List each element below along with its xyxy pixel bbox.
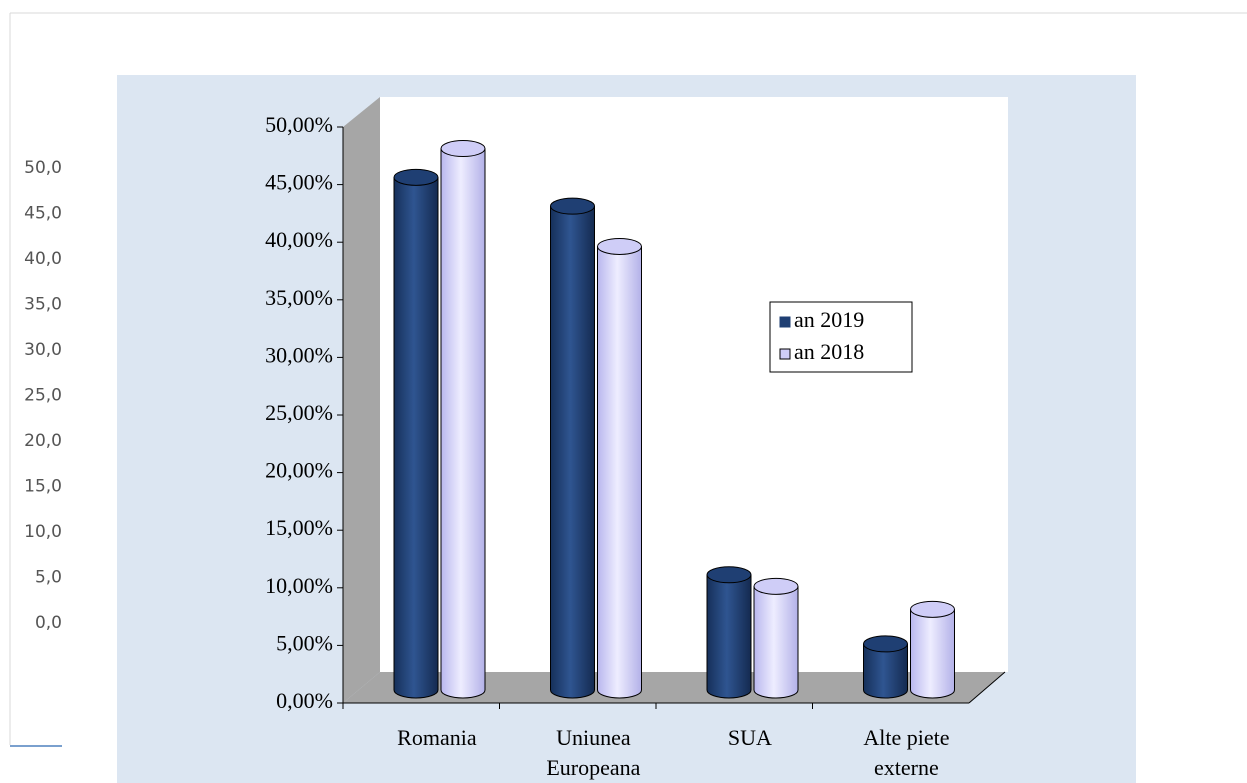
bar-top	[393, 168, 439, 186]
bar-top	[550, 197, 595, 215]
clipped-label: 10,0	[24, 522, 62, 542]
y-tick-label: 10,00%	[265, 573, 333, 598]
plot: 0,00% 5,00% 10,00% 15,00% 20,00% 25,00% 30,00%…	[265, 112, 955, 780]
legend-swatch	[779, 316, 791, 328]
legend-label: an 2019	[794, 307, 864, 332]
clipped-label: 15,0	[24, 477, 62, 497]
bar-body	[754, 586, 798, 690]
clipped-label: 25,0	[24, 386, 62, 406]
clipped-label: 50,0	[24, 158, 62, 178]
y-tick-label: 25,00%	[265, 400, 333, 425]
clipped-label: 30,0	[24, 340, 62, 360]
bar-top	[753, 577, 799, 595]
y-tick-label: 30,00%	[265, 342, 333, 367]
y-tick-label: 20,00%	[265, 458, 333, 483]
clipped-label: 45,0	[24, 204, 62, 224]
y-tick-label: 40,00%	[265, 227, 333, 252]
bar-body	[597, 246, 642, 691]
bar-top	[440, 140, 486, 158]
bar	[440, 140, 486, 699]
floor-edge	[968, 671, 1006, 704]
side-wall	[343, 97, 380, 703]
clipped-labels: 50,0 45,0 40,0 35,0 30,0 25,0 20,0 15,0 10,0 5,0 0…	[24, 158, 62, 633]
bar-body	[394, 177, 438, 691]
bar	[706, 566, 752, 699]
x-tick-label: Romania	[397, 725, 477, 750]
bar	[910, 600, 955, 699]
bar-top	[910, 600, 955, 618]
bar-body	[441, 148, 485, 690]
clipped-label: 0,0	[35, 613, 62, 633]
bar-body	[910, 609, 955, 690]
bar	[393, 168, 439, 699]
clipped-label: 20,0	[24, 431, 62, 451]
y-tick-label: 5,00%	[276, 630, 333, 655]
bar-top	[597, 237, 642, 255]
x-tick-label: SUA	[728, 725, 772, 750]
y-tick-label: 35,00%	[265, 285, 333, 310]
legend-label: an 2018	[794, 339, 864, 364]
bar	[597, 237, 642, 699]
bar-top	[863, 635, 908, 653]
x-tick-label: Uniunea Europeana	[546, 725, 640, 780]
clipped-label: 40,0	[24, 249, 62, 269]
legend-box	[769, 301, 913, 373]
y-tick-label: 50,00%	[265, 112, 333, 137]
y-tick-label: 15,00%	[265, 515, 333, 540]
floor	[343, 672, 1005, 703]
legend: an 2019 an 2018	[769, 301, 913, 373]
legend-swatch	[779, 348, 791, 360]
y-tick-label: 0,00%	[276, 688, 333, 713]
x-tick-label: Alte piete externe	[863, 725, 949, 780]
bar-body	[707, 574, 751, 690]
bar	[550, 197, 595, 699]
clipped-label: 5,0	[35, 568, 62, 588]
bar	[753, 577, 799, 699]
bar-body	[550, 206, 595, 690]
clipped-label: 35,0	[24, 295, 62, 315]
y-tick-label: 45,00%	[265, 170, 333, 195]
bar-top	[706, 566, 752, 584]
bar	[863, 635, 908, 699]
